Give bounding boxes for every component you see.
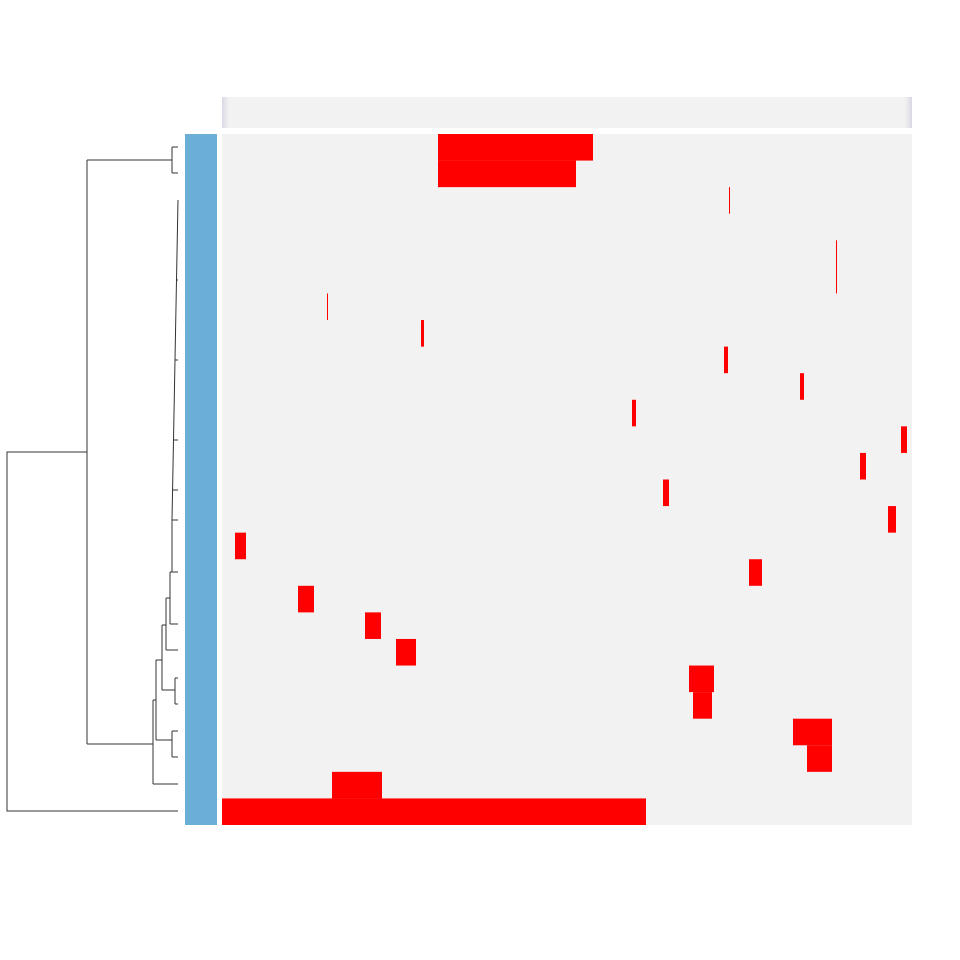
heatmap-cell bbox=[800, 373, 804, 400]
heatmap-body bbox=[185, 134, 912, 825]
heatmap-cell bbox=[332, 771, 382, 799]
heatmap-cell bbox=[235, 532, 246, 560]
heatmap-cell bbox=[901, 426, 907, 453]
heatmap-cell bbox=[729, 187, 730, 214]
column-annotation-bar bbox=[222, 97, 912, 128]
heatmap-background bbox=[222, 134, 912, 825]
heatmap-cell bbox=[724, 346, 728, 374]
heatmap-cell bbox=[327, 293, 328, 321]
heatmap-cell bbox=[663, 479, 669, 507]
heatmap-cell bbox=[749, 559, 762, 586]
heatmap-cell bbox=[689, 665, 714, 693]
heatmap-cell bbox=[298, 585, 314, 613]
heatmap-cell bbox=[860, 452, 866, 480]
heatmap-cell bbox=[807, 745, 832, 772]
heatmap-cell bbox=[438, 160, 576, 188]
heatmap-cell bbox=[396, 638, 416, 666]
heatmap-cell bbox=[365, 612, 381, 639]
heatmap-cell bbox=[888, 506, 896, 533]
row-annotation-bar bbox=[185, 134, 217, 825]
heatmap-cell bbox=[836, 266, 837, 294]
heatmap-cell bbox=[222, 798, 646, 825]
heatmap-cell bbox=[836, 240, 837, 267]
heatmap-cell bbox=[632, 399, 636, 427]
heatmap-cell bbox=[793, 718, 832, 746]
heatmap-cell bbox=[693, 692, 712, 719]
heatmap-cell bbox=[421, 320, 424, 347]
row-dendrogram bbox=[6, 146, 179, 812]
heatmap-cell bbox=[438, 134, 593, 161]
